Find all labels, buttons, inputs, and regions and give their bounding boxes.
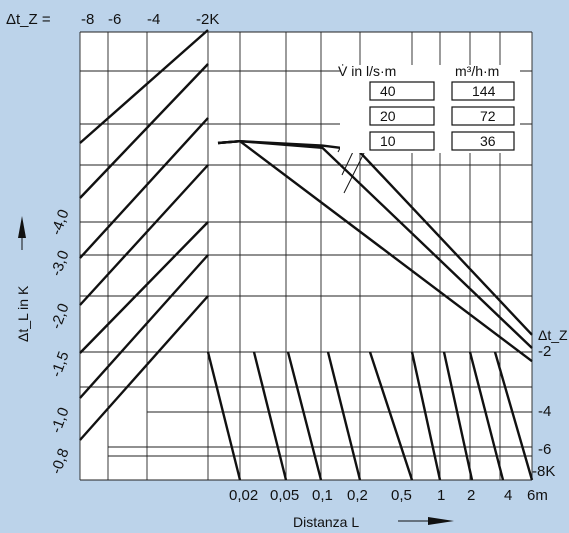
flow-rate-curves (217, 139, 533, 363)
bottom-tick-label-2: 0,1 (312, 487, 333, 504)
flow-m3h-2: 72 (480, 108, 496, 124)
top-tick-label-0: -8 (81, 11, 94, 28)
series-line-10 (217, 139, 533, 363)
tz-line-0 (206, 351, 242, 481)
bottom-axis-ticks: 0,02 0,05 0,1 0,2 0,5 1 2 4 6m (229, 487, 548, 504)
left-tick-label-2: -1,5 (48, 349, 73, 379)
right-tick-label-2: -6 (538, 441, 551, 458)
flow-box-ls-3 (369, 131, 435, 151)
x-axis-label: Distanza L (293, 514, 359, 530)
top-axis-label: Δt_Z = (6, 11, 51, 28)
flow-box-ls-2 (369, 106, 435, 126)
flow-box-m3h-3 (451, 131, 515, 151)
bottom-tick-label-3: 0,2 (347, 487, 368, 504)
tz-line-4 (368, 351, 414, 481)
flow-box-m3h-1 (451, 81, 515, 101)
left-axis-arrowhead (18, 216, 26, 238)
left-tick-label-1: -1,0 (48, 405, 73, 435)
flow-header-left: V̇ in l/s·m (338, 63, 396, 79)
tz-line-3 (326, 351, 362, 481)
top-axis-ticks: -8 -6 -4 -2K (81, 11, 219, 28)
bottom-tick-label-8: 6m (527, 487, 548, 504)
flow-m3h-1: 144 (472, 83, 496, 99)
right-axis-ticks: -2 -4 -6 -8K (532, 343, 555, 480)
tl-line-0 (79, 29, 209, 144)
top-tick-label-3: -2K (196, 11, 219, 28)
tz-line-8 (493, 351, 534, 481)
right-axis-label: Δt_Z (538, 327, 568, 343)
tl-line-5 (79, 254, 209, 399)
flow-ls-1: 40 (380, 83, 396, 99)
bottom-tick-label-0: 0,02 (229, 487, 258, 504)
bottom-tick-label-5: 1 (437, 487, 445, 504)
right-tick-label-3: -8K (532, 463, 555, 480)
tz-line-7 (468, 351, 505, 481)
flow-m3h-3: 36 (480, 133, 496, 149)
tl-line-1 (79, 63, 209, 199)
x-axis-arrowhead (428, 517, 454, 525)
flow-ls-2: 20 (380, 108, 396, 124)
flow-header-right: m³/h·m (455, 63, 499, 79)
left-tick-label-4: -3,0 (48, 248, 73, 278)
bottom-tick-label-7: 4 (504, 487, 512, 504)
bottom-tick-label-4: 0,5 (391, 487, 412, 504)
tl-line-6 (79, 295, 209, 441)
bottom-tick-label-1: 0,05 (270, 487, 299, 504)
top-tick-label-2: -4 (147, 11, 160, 28)
delta-tl-lines (79, 29, 209, 441)
tz-line-6 (442, 351, 474, 481)
left-axis-ticks: -0,8 -1,0 -1,5 -2,0 -3,0 -4,0 (48, 207, 73, 476)
right-tick-label-1: -4 (538, 403, 551, 420)
tz-line-1 (252, 351, 288, 481)
flow-box-m3h-2 (451, 106, 515, 126)
tz-line-5 (410, 351, 442, 481)
flow-ls-3: 10 (380, 133, 396, 149)
left-tick-label-0: -0,8 (48, 446, 73, 476)
flow-box-ls-1 (369, 81, 435, 101)
tl-line-2 (79, 117, 209, 259)
bottom-tick-label-6: 2 (467, 487, 475, 504)
left-axis-label: Δt_L in K (15, 285, 31, 342)
delta-tz-lines (206, 351, 534, 481)
left-tick-label-3: -2,0 (48, 301, 73, 331)
flow-rate-table: V̇ in l/s·m m³/h·m 40 20 10 144 72 36 (338, 63, 520, 153)
tl-line-4 (79, 221, 209, 354)
tl-line-3 (79, 164, 209, 306)
left-tick-label-5: -4,0 (48, 207, 73, 237)
right-tick-label-0: -2 (538, 343, 551, 360)
tz-line-2 (286, 351, 323, 481)
top-tick-label-1: -6 (108, 11, 121, 28)
